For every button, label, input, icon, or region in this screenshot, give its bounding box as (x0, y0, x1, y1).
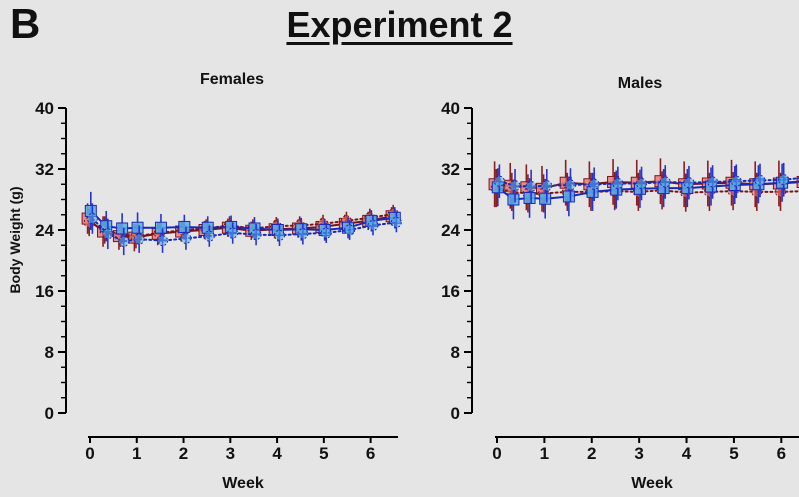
data-point-square (539, 192, 552, 205)
data-point-square (116, 222, 129, 235)
data-point-circle (180, 232, 192, 244)
data-point-square (562, 190, 575, 203)
chart-females: Females 0 8 16 24 32 40 0 1 2 3 4 5 6 Week Body Weight … (7, 71, 402, 492)
data-point-circle (493, 175, 505, 187)
data-point-circle (683, 177, 695, 189)
x-tick-label: 3 (634, 444, 643, 463)
x-tick-label: 5 (729, 444, 738, 463)
data-point-square (178, 220, 191, 233)
y-tick-label: 0 (45, 404, 54, 423)
series-group (81, 191, 402, 256)
y-tick-label: 16 (441, 282, 460, 301)
chart-title: Females (200, 71, 264, 88)
y-axis-label: Body Weight (g) (7, 186, 23, 293)
data-point-circle (588, 178, 600, 190)
y-tick-label: 16 (35, 282, 54, 301)
x-tick-label: 4 (682, 444, 692, 463)
x-tick-label: 6 (777, 444, 786, 463)
y-tick-label: 8 (451, 343, 460, 362)
data-point-circle (730, 175, 742, 187)
x-tick-label: 5 (319, 444, 328, 463)
data-point-circle (564, 179, 576, 191)
data-point-circle (133, 233, 145, 245)
data-point-circle (367, 219, 379, 231)
series-group (488, 158, 799, 220)
x-axis-label: Week (631, 475, 673, 492)
y-tick-label: 32 (35, 160, 54, 179)
y-tick-label: 0 (451, 404, 460, 423)
data-point-circle (273, 229, 285, 241)
panel-letter: B (10, 0, 41, 47)
data-point-circle (297, 228, 309, 240)
data-point-circle (227, 227, 239, 239)
data-point-circle (525, 181, 537, 193)
x-tick-label: 2 (179, 444, 188, 463)
data-point-square (154, 221, 167, 234)
data-point-circle (86, 213, 98, 225)
data-point-circle (344, 224, 356, 236)
data-point-circle (707, 176, 719, 188)
x-tick-label: 1 (132, 444, 141, 463)
y-tick-label: 8 (45, 343, 54, 362)
data-point-circle (203, 230, 215, 242)
data-point-circle (390, 216, 402, 228)
data-point-square (507, 193, 520, 206)
data-point-circle (118, 235, 130, 247)
x-tick-label: 0 (85, 444, 94, 463)
x-tick-label: 6 (366, 444, 375, 463)
x-tick-label: 4 (272, 444, 282, 463)
y-tick-label: 24 (441, 221, 460, 240)
data-point-circle (659, 176, 671, 188)
y-tick-label: 40 (441, 99, 460, 118)
data-point-circle (612, 177, 624, 189)
data-point-square (131, 221, 144, 234)
data-point-square (523, 191, 536, 204)
data-point-circle (541, 180, 553, 192)
chart-title: Males (618, 75, 663, 92)
x-tick-label: 1 (540, 444, 549, 463)
y-tick-label: 40 (35, 99, 54, 118)
y-tick-label: 32 (441, 160, 460, 179)
x-axis-label: Week (222, 475, 264, 492)
figure-title: Experiment 2 (286, 4, 513, 45)
x-tick-label: 3 (226, 444, 235, 463)
data-point-circle (320, 227, 332, 239)
data-point-circle (509, 180, 521, 192)
data-point-circle (157, 235, 169, 247)
x-tick-label: 2 (587, 444, 596, 463)
data-point-circle (250, 229, 262, 241)
y-tick-label: 24 (35, 221, 54, 240)
data-point-circle (636, 177, 648, 189)
data-point-circle (754, 174, 766, 186)
x-tick-label: 0 (492, 444, 501, 463)
data-point-circle (778, 174, 790, 186)
data-point-circle (102, 228, 114, 240)
chart-males: Males 0 8 16 24 32 40 0 1 2 3 4 5 6 Week (441, 75, 799, 492)
